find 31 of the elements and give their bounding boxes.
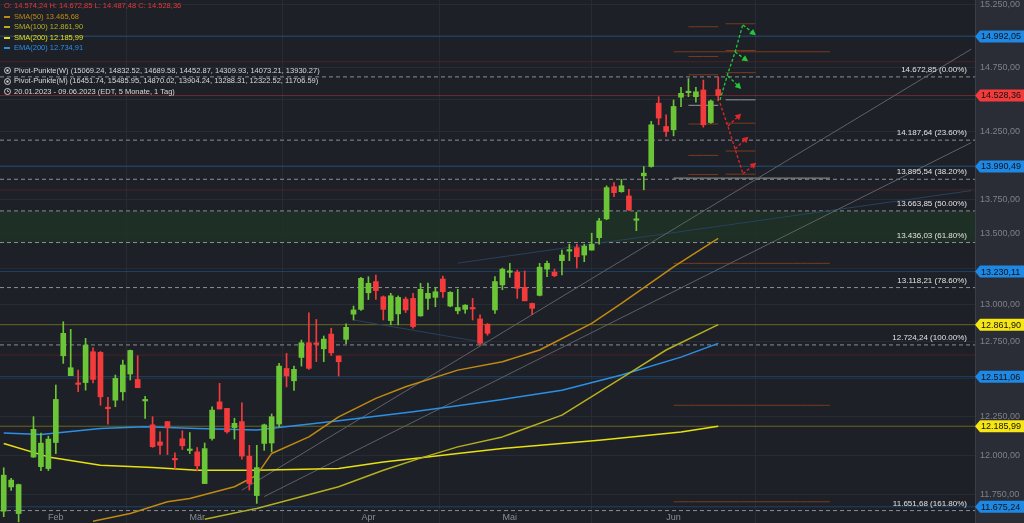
annotation: 11.651,68 (161.80%) <box>892 498 968 508</box>
annotation: 13.436,03 (61.80%) <box>896 230 968 240</box>
ref-line-label: 12.185,99 <box>981 421 1022 432</box>
ref-line-label: 13.230,11 <box>981 266 1021 277</box>
y-tick-label: 12.750,00 <box>980 335 1021 346</box>
x-tick-label: Feb <box>48 511 64 522</box>
y-tick-label: 14.750,00 <box>980 61 1021 72</box>
y-tick-label: 14.250,00 <box>980 126 1021 137</box>
y-tick-label: 15.250,00 <box>980 0 1021 9</box>
ref-line-label: 12.861,90 <box>981 319 1022 330</box>
y-tick-label: 11.750,00 <box>980 489 1020 500</box>
x-tick-label: Mär <box>189 511 205 522</box>
annotation: 12.724,24 (100.00%) <box>892 333 968 343</box>
y-tick-label: 13.750,00 <box>980 193 1021 204</box>
annotation: 13.895,54 (38.20%) <box>896 167 968 177</box>
ref-line-label: 13.990,49 <box>981 161 1022 172</box>
annotation: 14.672,85 (0.00%) <box>901 65 968 75</box>
ref-line-label: 12.511,06 <box>981 371 1021 382</box>
x-tick-label: Mai <box>502 511 518 522</box>
annotation: 14.187,64 (23.60%) <box>896 128 968 138</box>
ref-line-label: 14.992,05 <box>981 31 1022 42</box>
ref-line-label: 14.528,36 <box>981 90 1022 101</box>
y-tick-label: 12.250,00 <box>980 410 1021 421</box>
x-tick-label: Apr <box>361 511 376 522</box>
y-tick-label: 13.000,00 <box>980 299 1021 310</box>
x-tick-label: Jun <box>666 511 681 522</box>
y-tick-label: 12.000,00 <box>980 449 1021 460</box>
annotation: 13.663,85 (50.00%) <box>896 199 968 209</box>
ref-line-label: 11.675,24 <box>981 501 1021 512</box>
y-tick-label: 13.500,00 <box>980 228 1021 239</box>
annotation: 13.118,21 (78.60%) <box>897 275 968 285</box>
